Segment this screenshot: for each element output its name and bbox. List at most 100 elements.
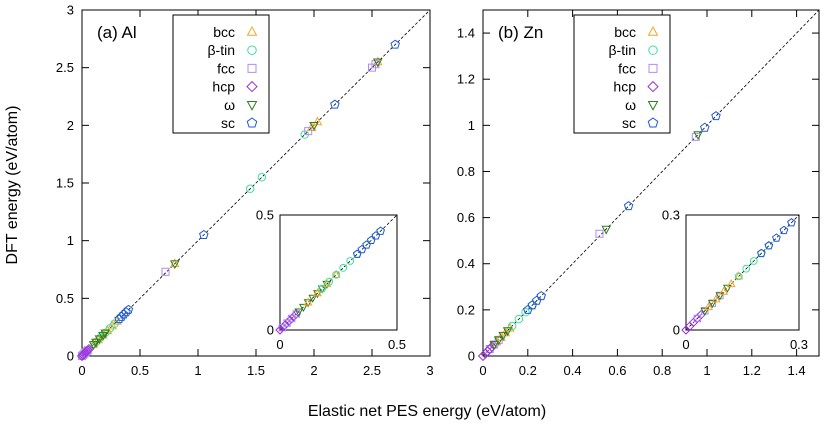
- panel-b-inset-ytick-label: 0: [673, 323, 680, 338]
- panel-a-legend-box: [172, 14, 270, 134]
- panel-a-ytick-label: 2: [67, 118, 74, 133]
- x-axis-label: Elastic net PES energy (eV/atom): [308, 403, 546, 420]
- panel-b-inset-point-tin: [749, 257, 758, 265]
- panel-b-legend-label-tin: β-tin: [608, 42, 636, 58]
- panel-b-inset-diagonal-line: [685, 214, 800, 331]
- panel-b-inset-point-bcc: [719, 286, 729, 295]
- panel-a-point-omega: [91, 338, 101, 348]
- panel-b-point-tin: [507, 321, 517, 331]
- panel-b-inset-point-sc: [779, 225, 789, 235]
- panel-b-point-fcc: [595, 229, 604, 238]
- panel-b-point-tin: [521, 307, 530, 317]
- panel-a-xtick-label: 3: [426, 363, 433, 378]
- panel-a-point-bcc: [88, 339, 99, 348]
- panel-a-point-sc: [116, 311, 127, 321]
- panel-b-legend-label-fcc: fcc: [618, 60, 636, 76]
- panel-b-inset-points: [681, 218, 796, 335]
- panel-a-legend-marker-sc: [246, 117, 258, 128]
- panel-b-point-sc: [523, 304, 533, 314]
- panel-b-inset-point-bcc: [726, 278, 736, 288]
- panel-a-point-tin: [105, 324, 115, 333]
- panel-a-inset-point-omega: [303, 299, 313, 308]
- panel-a-inset-point-tin: [346, 257, 355, 265]
- panel-b-xtick-label: 0.6: [608, 363, 626, 378]
- panel-b-points: [477, 111, 721, 362]
- panel-b-inset-xtick-label: 0: [682, 337, 689, 352]
- panel-b-inset-point-tin: [734, 272, 743, 281]
- panel-a-point-bcc: [312, 116, 323, 126]
- panel-b-ytick-label: 0.4: [457, 256, 475, 271]
- panel-a-inset-point-tin: [339, 264, 348, 272]
- panel-a-point-bcc: [169, 258, 180, 268]
- panel-b-inset-ytick-label: 0.3: [662, 208, 680, 223]
- panel-b-inset: 0 0.3 0 0.3: [662, 208, 808, 353]
- panel-a-legend-label-sc: sc: [221, 115, 235, 131]
- panel-b-xtick-label: 0.2: [519, 363, 537, 378]
- panel-a-inset-points: [275, 226, 386, 335]
- panel-b-point-omega: [498, 331, 508, 341]
- panel-a-inset-point-fcc: [292, 310, 301, 318]
- panel-b-inset-point-tin: [742, 264, 751, 273]
- panel-a-ytick-label: 1.5: [56, 176, 74, 191]
- panel-a-legend-marker-fcc: [247, 63, 257, 73]
- panel-a-inset-point-omega: [294, 308, 304, 317]
- panel-b-inset-point-sc: [764, 241, 774, 250]
- panel-a-inset-point-sc: [376, 226, 386, 235]
- panel-b-xtick-label: 0.8: [653, 363, 671, 378]
- panel-b-ytick-label: 0.2: [457, 302, 475, 317]
- panel-a-point-omega: [309, 121, 319, 131]
- panel-b-ytick-label: 1: [468, 118, 475, 133]
- panel-a-inset-point-tin: [332, 270, 341, 279]
- panel-b-point-omega: [502, 327, 513, 337]
- panel-b-ytick-label: 0.6: [457, 210, 475, 225]
- panel-a-point-sc: [330, 99, 340, 109]
- panel-a-legend: bcc β-tin fcc hcp ω sc: [172, 14, 270, 134]
- panel-b-inset-point-bcc: [704, 301, 714, 311]
- panel-b-legend-marker-sc: [647, 117, 659, 128]
- panel-a-points: [76, 39, 400, 362]
- panel-b-zn: 0 0.2 0.4 0.6 0.8 1 1.2 1.4 0 0.2 0.4 0.6 0.8 1 1.2 1.4…: [457, 9, 820, 378]
- panel-a-legend-label-tin: β-tin: [207, 42, 235, 58]
- panel-b-point-omega: [489, 341, 500, 350]
- panel-a-ytick-label: 2.5: [56, 60, 74, 75]
- panel-a-ytick-label: 0.5: [56, 291, 74, 306]
- panel-a-inset-point-tin: [318, 284, 327, 293]
- panel-a-inset-point-bcc: [322, 278, 332, 288]
- panel-a-legend-marker-hcp: [246, 80, 258, 93]
- panel-a-inset: 0 0.5 0 0.5: [256, 208, 406, 353]
- panel-b-legend-box: [573, 14, 671, 134]
- panel-b-inset-point-bcc: [734, 271, 744, 280]
- panel-b-legend-label-hcp: hcp: [613, 79, 636, 95]
- panel-b-xtick-label: 1.4: [788, 363, 806, 378]
- panel-a-legend-marker-omega: [246, 101, 258, 111]
- panel-b-point-omega: [601, 225, 612, 235]
- y-axis-label: DFT energy (eV/atom): [4, 106, 21, 265]
- panel-a-legend-label-omega: ω: [224, 97, 235, 113]
- panel-b-inset-point-fcc: [693, 314, 701, 323]
- panel-b-point-omega: [693, 131, 703, 141]
- panel-a-legend-label-hcp: hcp: [212, 79, 235, 95]
- panel-a-point-sc: [118, 309, 129, 319]
- panel-b-inset-point-sc: [787, 218, 796, 227]
- panel-b-legend-marker-omega: [647, 101, 659, 111]
- panel-a-point-tin: [257, 172, 267, 182]
- panel-b-inset-point-omega: [715, 292, 725, 301]
- panel-b-point-tin: [514, 314, 524, 324]
- panel-b-point-sc: [527, 300, 538, 310]
- panel-b-xtick-label: 1: [703, 363, 710, 378]
- panel-a-inset-xtick-label: 0.5: [388, 337, 406, 352]
- panel-b-inset-point-omega: [722, 284, 732, 293]
- panel-a-inset-point-omega: [312, 290, 322, 299]
- panel-a-point-fcc: [161, 267, 170, 276]
- panel-a-legend-label-fcc: fcc: [217, 60, 235, 76]
- panel-a-point-sc: [199, 229, 209, 239]
- panel-b-inset-point-bcc: [711, 294, 721, 303]
- panel-b-ytick-label: 0.8: [457, 164, 475, 179]
- panel-a-point-omega: [94, 335, 105, 345]
- panel-b-point-sc: [699, 122, 710, 132]
- panel-b-point-hcp: [486, 341, 498, 352]
- panel-b-legend-label-bcc: bcc: [614, 24, 636, 40]
- panel-b-point-fcc: [494, 335, 503, 344]
- panel-a-inset-point-tin: [325, 277, 334, 286]
